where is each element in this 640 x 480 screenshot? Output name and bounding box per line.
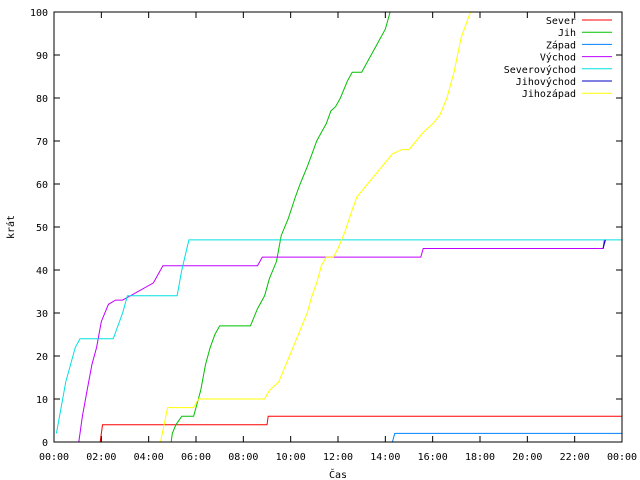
legend-label: Jih — [558, 28, 576, 39]
y-tick-label: 90 — [36, 51, 48, 62]
axes-group: 0 10 20 30 40 50 60 70 80 90 100 00:00 02:00 04:00 06:… — [30, 8, 637, 463]
y-tick-label: 50 — [36, 223, 48, 234]
series-line-5 — [602, 239, 606, 249]
x-axis-label: Čas — [329, 468, 347, 480]
x-tick-label: 02:00 — [86, 452, 116, 463]
y-tick-label: 0 — [42, 438, 48, 449]
series-line-6 — [160, 11, 471, 443]
series-line-0 — [99, 415, 622, 443]
series-line-2 — [391, 432, 622, 443]
y-tick-label: 20 — [36, 352, 48, 363]
plot-series-group — [55, 11, 622, 443]
y-tick-label: 80 — [36, 94, 48, 105]
legend-label: Jihozápad — [522, 88, 576, 100]
x-tick-label: 12:00 — [323, 452, 353, 463]
y-axis-label: krát — [5, 215, 17, 239]
y-tick-label: 100 — [30, 8, 48, 19]
x-tick-label: 20:00 — [512, 452, 542, 463]
x-tick-label: 16:00 — [418, 452, 448, 463]
series-line-4 — [55, 239, 622, 434]
y-tick-label: 10 — [36, 395, 48, 406]
x-tick-label: 00:00 — [39, 452, 69, 463]
x-tick-label: 18:00 — [465, 452, 495, 463]
x-tick-label: 06:00 — [181, 452, 211, 463]
y-tick-label: 30 — [36, 309, 48, 320]
legend-label: Západ — [546, 39, 576, 51]
y-tick-label: 70 — [36, 137, 48, 148]
legend: SeverJihZápadVýchodSeverovýchodJihovýcho… — [504, 16, 612, 100]
x-tick-label: 14:00 — [370, 452, 400, 463]
y-tick-label: 40 — [36, 266, 48, 277]
legend-label: Sever — [546, 16, 576, 27]
x-tick-label: 04:00 — [134, 452, 164, 463]
legend-label: Severovýchod — [504, 64, 576, 76]
series-line-3 — [78, 239, 605, 443]
y-tick-label: 60 — [36, 180, 48, 191]
legend-label: Jihovýchod — [516, 76, 576, 88]
legend-label: Východ — [540, 52, 576, 64]
x-tick-label: 00:00 — [607, 452, 637, 463]
x-tick-label: 08:00 — [228, 452, 258, 463]
series-line-1 — [170, 11, 393, 443]
x-tick-label: 10:00 — [276, 452, 306, 463]
x-tick-label: 22:00 — [560, 452, 590, 463]
